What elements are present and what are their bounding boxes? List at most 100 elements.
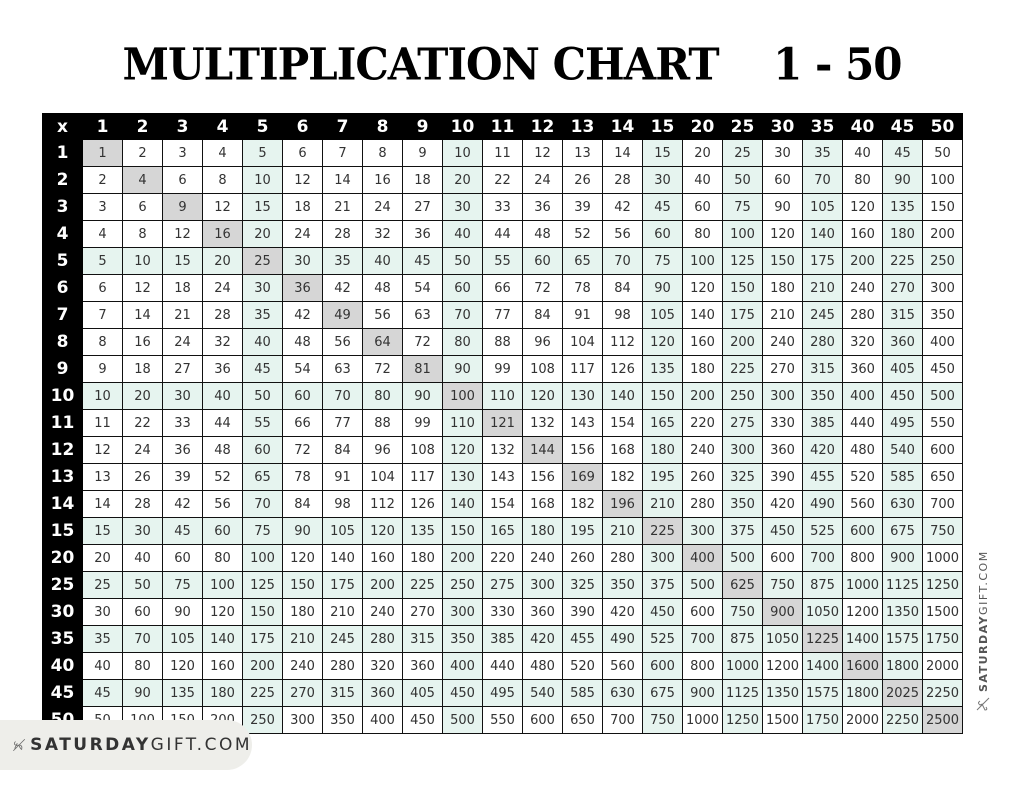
column-header: 8 xyxy=(362,113,403,140)
product-cell: 26 xyxy=(122,463,163,491)
product-cell: 200 xyxy=(442,544,483,572)
product-cell: 1000 xyxy=(842,571,883,599)
product-cell: 750 xyxy=(642,706,683,734)
product-cell: 200 xyxy=(842,247,883,275)
product-cell: 36 xyxy=(282,274,323,302)
product-cell: 35 xyxy=(802,139,843,167)
product-cell: 75 xyxy=(722,193,763,221)
product-cell: 120 xyxy=(362,517,403,545)
product-cell: 55 xyxy=(482,247,523,275)
row-header: 15 xyxy=(42,517,83,545)
product-cell: 90 xyxy=(282,517,323,545)
product-cell: 1050 xyxy=(802,598,843,626)
product-cell: 240 xyxy=(682,436,723,464)
product-cell: 99 xyxy=(402,409,443,437)
side-watermark-light: GIFT.COM xyxy=(976,550,990,615)
product-cell: 150 xyxy=(722,274,763,302)
product-cell: 36 xyxy=(202,355,243,383)
product-cell: 600 xyxy=(682,598,723,626)
product-cell: 26 xyxy=(562,166,603,194)
product-cell: 48 xyxy=(522,220,563,248)
product-cell: 160 xyxy=(842,220,883,248)
product-cell: 140 xyxy=(602,382,643,410)
product-cell: 112 xyxy=(362,490,403,518)
product-cell: 20 xyxy=(682,139,723,167)
product-cell: 100 xyxy=(722,220,763,248)
product-cell: 315 xyxy=(402,625,443,653)
product-cell: 24 xyxy=(282,220,323,248)
product-cell: 80 xyxy=(442,328,483,356)
product-cell: 48 xyxy=(202,436,243,464)
product-cell: 1800 xyxy=(882,652,923,680)
product-cell: 1400 xyxy=(802,652,843,680)
product-cell: 495 xyxy=(482,679,523,707)
product-cell: 105 xyxy=(162,625,203,653)
product-cell: 21 xyxy=(322,193,363,221)
product-cell: 275 xyxy=(482,571,523,599)
product-cell: 195 xyxy=(642,463,683,491)
product-cell: 200 xyxy=(362,571,403,599)
product-cell: 80 xyxy=(122,652,163,680)
row-header: 7 xyxy=(42,301,83,329)
table-row: 10 10 20 30 40 50 60 70 80 90 100 110 120 130 140 150 20… xyxy=(42,382,963,410)
product-cell: 420 xyxy=(522,625,563,653)
product-cell: 540 xyxy=(522,679,563,707)
product-cell: 450 xyxy=(922,355,963,383)
product-cell: 16 xyxy=(202,220,243,248)
product-cell: 135 xyxy=(642,355,683,383)
product-cell: 42 xyxy=(282,301,323,329)
product-cell: 100 xyxy=(922,166,963,194)
product-cell: 24 xyxy=(202,274,243,302)
product-cell: 1000 xyxy=(682,706,723,734)
product-cell: 150 xyxy=(282,571,323,599)
row-header: 12 xyxy=(42,436,83,464)
table-row: 5 5 10 15 20 25 30 35 40 45 50 55 60 65 70 75 100 125 150 1… xyxy=(42,247,963,275)
product-cell: 81 xyxy=(402,355,443,383)
product-cell: 1250 xyxy=(922,571,963,599)
product-cell: 270 xyxy=(762,355,803,383)
product-cell: 350 xyxy=(442,625,483,653)
product-cell: 140 xyxy=(802,220,843,248)
product-cell: 140 xyxy=(202,625,243,653)
product-cell: 8 xyxy=(362,139,403,167)
product-cell: 450 xyxy=(762,517,803,545)
product-cell: 96 xyxy=(362,436,403,464)
product-cell: 16 xyxy=(122,328,163,356)
product-cell: 385 xyxy=(802,409,843,437)
column-header: 45 xyxy=(882,113,923,140)
product-cell: 84 xyxy=(522,301,563,329)
product-cell: 210 xyxy=(802,274,843,302)
product-cell: 1350 xyxy=(762,679,803,707)
product-cell: 400 xyxy=(442,652,483,680)
table-row: 13 13 26 39 52 65 78 91 104 117 130 143 156 169 182 195… xyxy=(42,463,963,491)
product-cell: 15 xyxy=(162,247,203,275)
product-cell: 175 xyxy=(722,301,763,329)
product-cell: 24 xyxy=(522,166,563,194)
product-cell: 196 xyxy=(602,490,643,518)
product-cell: 150 xyxy=(242,598,283,626)
row-header: 25 xyxy=(42,571,83,599)
product-cell: 90 xyxy=(762,193,803,221)
product-cell: 6 xyxy=(82,274,123,302)
product-cell: 56 xyxy=(602,220,643,248)
product-cell: 120 xyxy=(162,652,203,680)
product-cell: 300 xyxy=(522,571,563,599)
product-cell: 72 xyxy=(362,355,403,383)
product-cell: 600 xyxy=(762,544,803,572)
product-cell: 120 xyxy=(682,274,723,302)
product-cell: 210 xyxy=(282,625,323,653)
product-cell: 18 xyxy=(282,193,323,221)
product-cell: 455 xyxy=(802,463,843,491)
product-cell: 280 xyxy=(802,328,843,356)
product-cell: 1750 xyxy=(922,625,963,653)
column-header: 4 xyxy=(202,113,243,140)
product-cell: 520 xyxy=(562,652,603,680)
product-cell: 240 xyxy=(522,544,563,572)
column-header: 40 xyxy=(842,113,883,140)
product-cell: 50 xyxy=(922,139,963,167)
row-header: 4 xyxy=(42,220,83,248)
product-cell: 30 xyxy=(442,193,483,221)
product-cell: 2500 xyxy=(922,706,963,734)
product-cell: 350 xyxy=(602,571,643,599)
product-cell: 33 xyxy=(482,193,523,221)
